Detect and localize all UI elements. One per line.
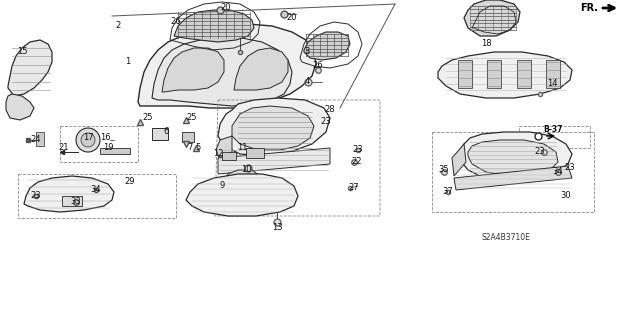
- Polygon shape: [546, 60, 560, 88]
- Polygon shape: [460, 132, 572, 180]
- Text: 29: 29: [125, 177, 135, 187]
- Text: 23: 23: [534, 147, 545, 157]
- Polygon shape: [152, 38, 292, 106]
- Text: 21: 21: [59, 144, 69, 152]
- Polygon shape: [24, 176, 114, 212]
- Text: 28: 28: [324, 106, 335, 115]
- Text: FR.: FR.: [580, 3, 598, 13]
- Text: 7: 7: [188, 144, 193, 152]
- Polygon shape: [8, 40, 52, 96]
- Text: 15: 15: [17, 48, 28, 56]
- Text: 35: 35: [438, 166, 449, 174]
- Polygon shape: [218, 148, 330, 174]
- Bar: [100, 148, 130, 154]
- Text: 18: 18: [481, 40, 492, 48]
- Polygon shape: [138, 24, 316, 108]
- Text: 30: 30: [561, 191, 572, 201]
- Text: B-37: B-37: [543, 125, 563, 135]
- Bar: [246, 148, 264, 158]
- Text: 24: 24: [31, 136, 41, 145]
- Text: 12: 12: [212, 150, 223, 159]
- Bar: [62, 196, 82, 206]
- Text: 34: 34: [553, 167, 563, 176]
- Polygon shape: [234, 48, 288, 90]
- Text: 22: 22: [352, 158, 362, 167]
- Text: 26: 26: [313, 62, 323, 70]
- Bar: [290, 80, 300, 84]
- Polygon shape: [304, 32, 350, 60]
- Bar: [222, 152, 236, 160]
- Text: 27: 27: [349, 183, 359, 192]
- Text: 16: 16: [100, 133, 110, 143]
- Polygon shape: [218, 98, 330, 156]
- Polygon shape: [487, 60, 501, 88]
- Bar: [164, 62, 178, 67]
- Bar: [152, 128, 168, 140]
- Circle shape: [81, 133, 95, 147]
- Text: 13: 13: [272, 224, 282, 233]
- Text: 25: 25: [143, 114, 153, 122]
- Text: 10: 10: [241, 166, 252, 174]
- Polygon shape: [454, 166, 572, 190]
- Polygon shape: [6, 94, 34, 120]
- Circle shape: [76, 128, 100, 152]
- Text: S2A4B3710E: S2A4B3710E: [482, 234, 531, 242]
- Text: 20: 20: [287, 13, 297, 23]
- Text: 17: 17: [83, 133, 93, 143]
- Text: 2: 2: [115, 21, 120, 31]
- Text: 9: 9: [220, 182, 225, 190]
- Text: 37: 37: [443, 188, 453, 197]
- Text: 20: 20: [221, 4, 231, 12]
- Polygon shape: [174, 10, 254, 42]
- Polygon shape: [186, 174, 298, 216]
- Polygon shape: [452, 144, 466, 176]
- Text: 11: 11: [237, 144, 247, 152]
- Polygon shape: [232, 106, 314, 150]
- Text: 34: 34: [91, 186, 101, 195]
- Polygon shape: [224, 170, 260, 190]
- Polygon shape: [162, 48, 224, 92]
- Bar: [290, 64, 300, 68]
- Polygon shape: [468, 140, 558, 176]
- Polygon shape: [458, 60, 472, 88]
- Text: 23: 23: [564, 164, 575, 173]
- Text: 26: 26: [171, 18, 181, 26]
- Text: 23: 23: [321, 117, 332, 127]
- Bar: [290, 72, 300, 76]
- Bar: [182, 132, 194, 142]
- Text: 25: 25: [187, 114, 197, 122]
- Text: 23: 23: [31, 191, 42, 201]
- Text: 3: 3: [304, 48, 310, 56]
- Text: 5: 5: [195, 144, 200, 152]
- Text: 23: 23: [353, 145, 364, 154]
- Polygon shape: [464, 0, 520, 36]
- Bar: [164, 70, 178, 75]
- Polygon shape: [438, 52, 572, 98]
- Polygon shape: [216, 136, 232, 160]
- Polygon shape: [516, 60, 531, 88]
- Text: 14: 14: [547, 79, 557, 88]
- Bar: [164, 78, 178, 83]
- Text: 4: 4: [305, 78, 310, 86]
- Bar: [36, 132, 44, 146]
- Text: 19: 19: [103, 144, 113, 152]
- Text: 33: 33: [70, 197, 81, 206]
- Text: 6: 6: [163, 128, 169, 137]
- Text: 1: 1: [125, 57, 131, 66]
